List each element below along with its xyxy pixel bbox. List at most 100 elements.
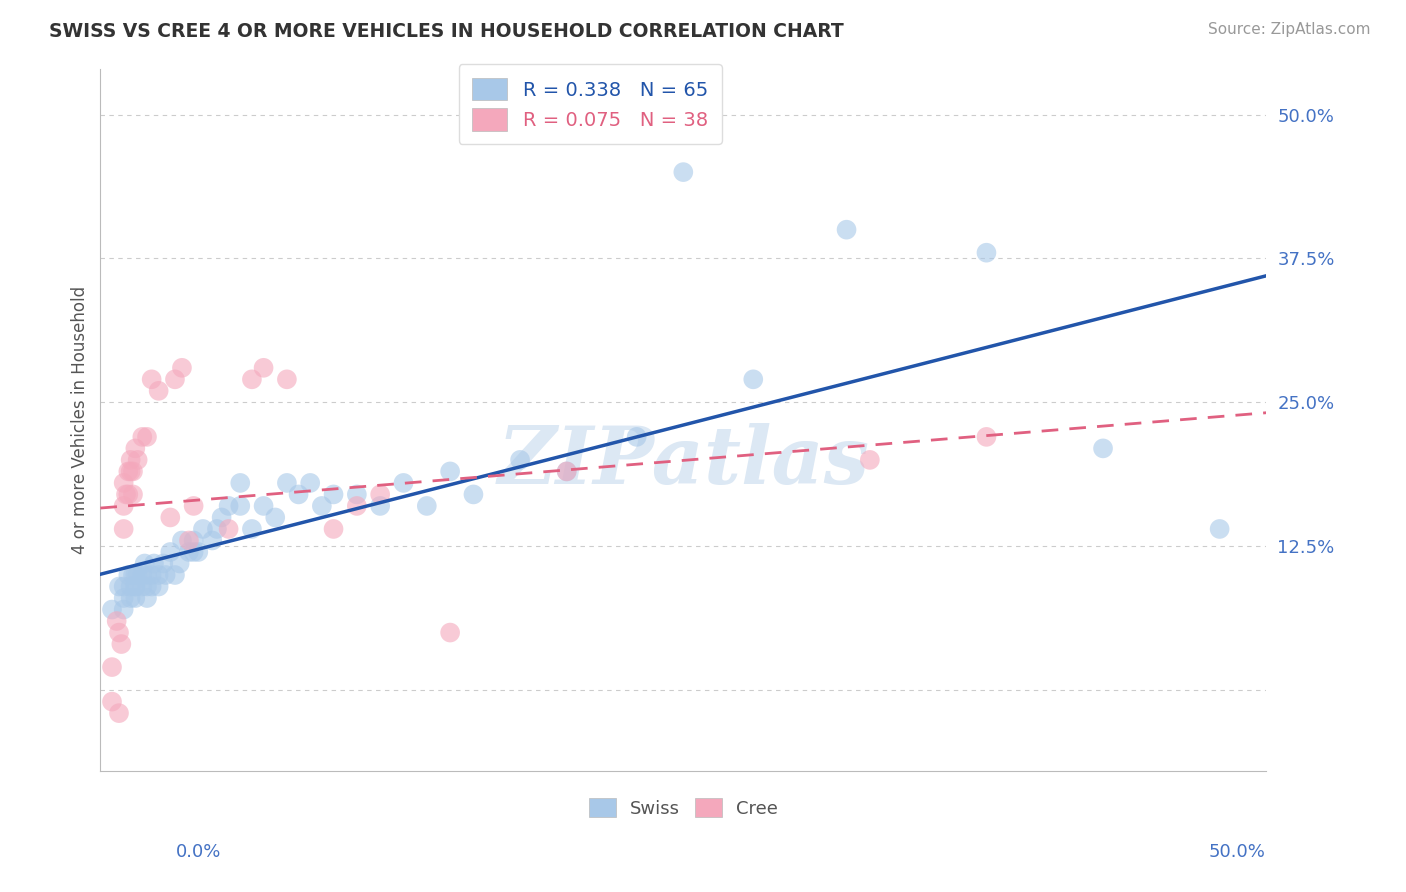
Point: [835, 222, 858, 236]
Point: [252, 499, 274, 513]
Point: [976, 430, 998, 444]
Point: [191, 522, 214, 536]
Point: [742, 372, 765, 386]
Point: [127, 453, 149, 467]
Point: [183, 533, 205, 548]
Point: [120, 580, 142, 594]
Point: [136, 430, 159, 444]
Point: [108, 706, 131, 720]
Text: Source: ZipAtlas.com: Source: ZipAtlas.com: [1208, 22, 1371, 37]
Point: [859, 453, 882, 467]
Point: [177, 545, 200, 559]
Point: [127, 568, 149, 582]
Point: [159, 545, 181, 559]
Point: [555, 464, 578, 478]
Point: [120, 453, 142, 467]
Point: [322, 522, 344, 536]
Point: [416, 499, 439, 513]
Point: [240, 522, 263, 536]
Point: [159, 510, 181, 524]
Point: [122, 464, 145, 478]
Point: [169, 557, 191, 571]
Point: [124, 591, 146, 605]
Point: [1092, 442, 1115, 456]
Point: [264, 510, 287, 524]
Point: [110, 637, 132, 651]
Point: [229, 475, 252, 490]
Point: [143, 557, 166, 571]
Point: [368, 499, 391, 513]
Point: [322, 487, 344, 501]
Point: [141, 580, 163, 594]
Point: [155, 568, 177, 582]
Point: [152, 557, 174, 571]
Point: [218, 522, 240, 536]
Point: [163, 372, 186, 386]
Point: [163, 568, 186, 582]
Point: [131, 430, 153, 444]
Point: [299, 475, 322, 490]
Point: [555, 464, 578, 478]
Point: [311, 499, 333, 513]
Point: [136, 591, 159, 605]
Point: [136, 568, 159, 582]
Point: [112, 591, 135, 605]
Point: [117, 487, 139, 501]
Point: [183, 545, 205, 559]
Point: [112, 499, 135, 513]
Point: [392, 475, 415, 490]
Point: [131, 580, 153, 594]
Text: 0.0%: 0.0%: [176, 843, 221, 861]
Point: [117, 464, 139, 478]
Point: [120, 464, 142, 478]
Point: [276, 372, 298, 386]
Point: [439, 625, 461, 640]
Point: [101, 695, 124, 709]
Point: [976, 245, 998, 260]
Point: [115, 487, 138, 501]
Point: [368, 487, 391, 501]
Point: [105, 614, 128, 628]
Text: ZIPatlas: ZIPatlas: [498, 423, 869, 500]
Legend: Swiss, Cree: Swiss, Cree: [582, 791, 785, 825]
Point: [229, 499, 252, 513]
Point: [117, 568, 139, 582]
Point: [205, 522, 228, 536]
Point: [509, 453, 531, 467]
Point: [177, 533, 200, 548]
Point: [201, 533, 224, 548]
Point: [276, 475, 298, 490]
Point: [122, 487, 145, 501]
Y-axis label: 4 or more Vehicles in Household: 4 or more Vehicles in Household: [72, 285, 89, 554]
Point: [252, 360, 274, 375]
Point: [240, 372, 263, 386]
Point: [346, 499, 368, 513]
Point: [101, 602, 124, 616]
Point: [346, 487, 368, 501]
Point: [211, 510, 233, 524]
Point: [124, 580, 146, 594]
Point: [112, 475, 135, 490]
Point: [134, 557, 156, 571]
Point: [141, 568, 163, 582]
Point: [148, 568, 170, 582]
Point: [124, 568, 146, 582]
Point: [112, 522, 135, 536]
Point: [170, 533, 193, 548]
Point: [108, 625, 131, 640]
Point: [148, 580, 170, 594]
Point: [108, 580, 131, 594]
Point: [124, 580, 146, 594]
Point: [187, 545, 209, 559]
Point: [124, 442, 146, 456]
Point: [626, 430, 648, 444]
Point: [136, 580, 159, 594]
Point: [672, 165, 695, 179]
Point: [122, 568, 145, 582]
Text: SWISS VS CREE 4 OR MORE VEHICLES IN HOUSEHOLD CORRELATION CHART: SWISS VS CREE 4 OR MORE VEHICLES IN HOUS…: [49, 22, 844, 41]
Point: [112, 580, 135, 594]
Point: [170, 360, 193, 375]
Point: [463, 487, 485, 501]
Point: [101, 660, 124, 674]
Point: [218, 499, 240, 513]
